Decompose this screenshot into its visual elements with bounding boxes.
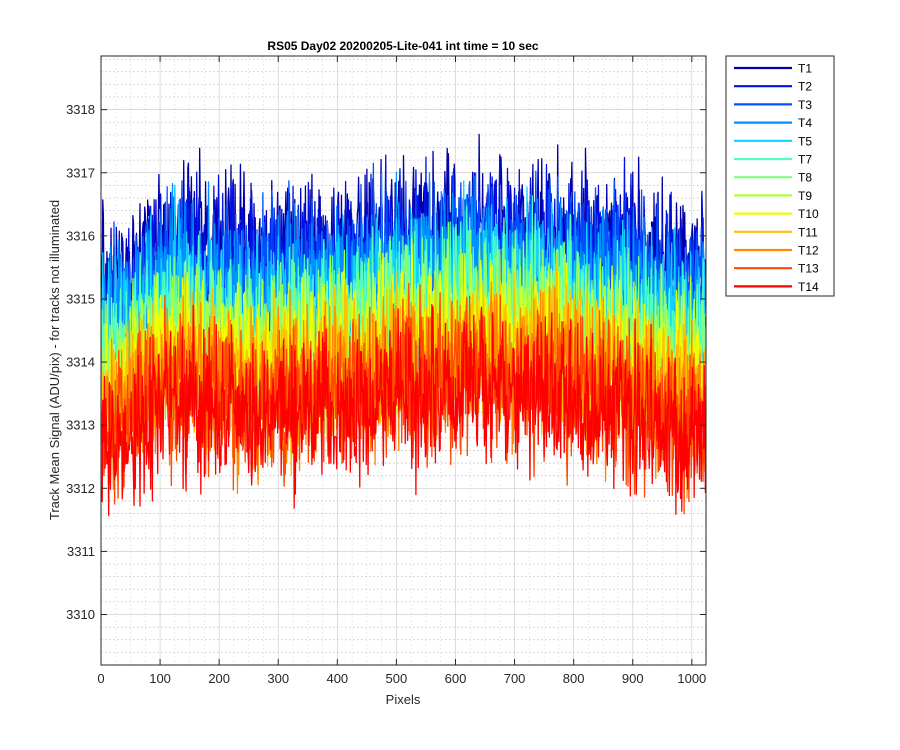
y-tick-label: 3311	[67, 544, 95, 559]
x-tick-label: 1000	[677, 671, 706, 686]
legend-label-t8: T8	[798, 171, 812, 185]
y-tick-label: 3314	[66, 355, 95, 370]
y-tick-label: 3310	[66, 607, 95, 622]
x-tick-label: 500	[386, 671, 408, 686]
y-tick-label: 3313	[66, 418, 95, 433]
legend-label-t2: T2	[798, 80, 812, 94]
y-axis-ticks: 3310 3311 3312 3313 3314 3315 3316 3317 3318	[66, 102, 706, 622]
legend-label-t4: T4	[798, 116, 812, 130]
y-tick-label: 3315	[66, 291, 95, 306]
legend-label-t14: T14	[798, 280, 819, 294]
legend-label-t12: T12	[798, 244, 819, 258]
y-tick-label: 3316	[66, 228, 95, 243]
chart-title: RS05 Day02 20200205-Lite-041 int time = …	[267, 39, 538, 53]
y-tick-label: 3312	[66, 481, 95, 496]
x-tick-label: 900	[622, 671, 644, 686]
legend-label-t7: T7	[798, 153, 812, 167]
legend-label-t1: T1	[798, 62, 812, 76]
x-tick-label: 600	[445, 671, 467, 686]
x-axis-label: Pixels	[386, 692, 421, 707]
legend-label-t9: T9	[798, 189, 812, 203]
x-tick-label: 800	[563, 671, 585, 686]
series-line-t14	[101, 303, 706, 517]
legend-label-t3: T3	[798, 98, 812, 112]
legend-box	[725, 55, 835, 297]
legend-label-t13: T13	[798, 262, 819, 276]
x-tick-label: 700	[504, 671, 526, 686]
y-axis-label: Track Mean Signal (ADU/pix) - for tracks…	[47, 200, 62, 520]
legend-label-t5: T5	[798, 134, 812, 148]
x-tick-label: 0	[97, 671, 104, 686]
x-axis-ticks: 0 100 200 300 400 500 600 700 800 900 1000	[97, 56, 706, 686]
y-tick-label: 3317	[66, 165, 95, 180]
legend-label-t10: T10	[798, 207, 819, 221]
x-tick-label: 300	[267, 671, 289, 686]
series-lines	[101, 133, 706, 517]
axes-box	[100, 55, 707, 666]
x-tick-label: 200	[208, 671, 230, 686]
legend: T1 T2 T3 T4 T5 T7 T8 T9 T10 T11 T12 T13 T14	[725, 55, 835, 297]
x-tick-label: 400	[326, 671, 348, 686]
x-tick-label: 100	[149, 671, 171, 686]
plot-area: 0 100 200 300 400 500 600 700 800 900 1000 3310331…	[66, 55, 707, 686]
y-tick-label: 3318	[66, 102, 95, 117]
legend-label-t11: T11	[798, 225, 818, 239]
